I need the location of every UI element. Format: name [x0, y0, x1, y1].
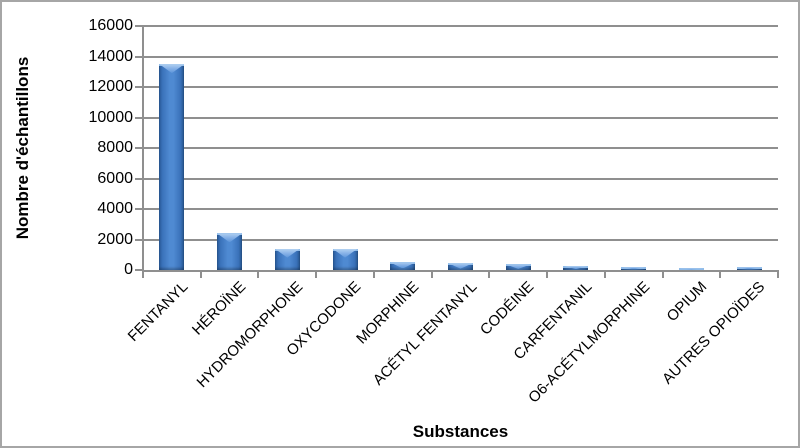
bar-codeine: [505, 264, 531, 270]
bar-bevel-highlight: [621, 266, 647, 270]
x-tick-mark: [603, 270, 606, 278]
x-tick-mark: [546, 270, 549, 278]
y-tick-label: 16000: [88, 17, 134, 34]
bar-oxycodone: [332, 248, 358, 270]
bar-acetyl-fentanyl: [448, 263, 473, 270]
y-tick-mark: [135, 86, 143, 88]
y-tick-mark: [135, 269, 143, 271]
bar-morphine: [390, 262, 416, 270]
gridline-4000: [143, 208, 778, 210]
y-tick-mark: [135, 238, 143, 241]
bar-bevel-highlight: [274, 248, 300, 258]
bar-opium: [678, 268, 704, 271]
y-tick-label: 4000: [97, 200, 133, 217]
y-tick-label: 14000: [88, 47, 134, 65]
y-tick-label: 0: [124, 261, 133, 278]
y-tick-mark: [135, 25, 143, 27]
y-tick-mark: [135, 208, 143, 210]
bar-bevel-highlight: [563, 265, 589, 270]
y-tick-label: 10000: [88, 108, 134, 126]
gridline-14000: [143, 55, 778, 58]
x-tick-mark: [142, 270, 144, 278]
bar-bevel-highlight: [678, 268, 704, 270]
y-tick-mark: [135, 55, 143, 58]
bar-autres-opioides: [736, 266, 762, 270]
bar-bevel-highlight: [217, 233, 243, 243]
bar-hydromorphone: [274, 248, 300, 270]
y-tick-label: 2000: [97, 230, 133, 248]
x-tick-mark: [661, 270, 664, 278]
bar-bevel-highlight: [332, 248, 358, 258]
y-tick-mark: [135, 177, 143, 180]
bar-bevel-highlight: [505, 264, 531, 269]
bar-carfentanil: [563, 265, 589, 270]
bar-bevel-highlight: [390, 262, 416, 269]
bar-bevel-highlight: [159, 64, 185, 74]
gridline-2000: [143, 238, 778, 241]
x-tick-mark: [777, 270, 779, 278]
bar-bevel-highlight: [736, 266, 762, 270]
gridline-6000: [143, 177, 778, 180]
y-axis-title: Nombre d'échantillons: [13, 56, 32, 240]
bar-o6-acetylmorphine: [621, 266, 647, 270]
x-tick-mark: [315, 270, 318, 278]
x-tick-mark: [257, 270, 260, 278]
y-tick-label: 8000: [97, 139, 133, 156]
bar-bevel-highlight: [448, 263, 473, 269]
bar-fentanyl: [159, 64, 185, 270]
bar-heroine: [217, 233, 243, 270]
y-tick-mark: [135, 147, 143, 149]
y-tick-label: 12000: [88, 78, 134, 95]
gridline-12000: [143, 86, 778, 88]
y-tick-mark: [135, 116, 143, 119]
gridline-16000: [143, 25, 778, 27]
gridline-8000: [143, 147, 778, 149]
x-tick-mark: [488, 270, 491, 278]
x-tick-mark: [719, 270, 722, 278]
y-tick-label: 6000: [97, 169, 133, 187]
x-tick-mark: [372, 270, 375, 278]
gridline-10000: [143, 116, 778, 119]
x-tick-mark: [430, 270, 433, 278]
x-axis-title: Substances: [412, 422, 509, 441]
x-axis-line: [142, 270, 779, 272]
x-tick-mark: [199, 270, 202, 278]
y-axis-line: [142, 25, 144, 272]
